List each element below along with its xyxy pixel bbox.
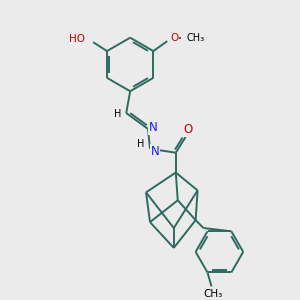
Text: N: N [148,122,157,134]
Text: H: H [137,139,145,149]
Text: H: H [114,109,121,119]
Text: CH₃: CH₃ [204,289,223,299]
Text: N: N [151,145,159,158]
Text: HO: HO [69,34,85,44]
Text: O: O [170,33,178,43]
Text: O: O [183,123,192,136]
Text: CH₃: CH₃ [186,33,204,43]
